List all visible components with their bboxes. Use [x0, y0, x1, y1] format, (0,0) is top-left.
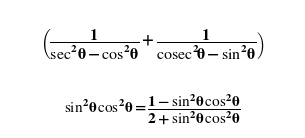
- Text: $\mathbf{\left(\dfrac{1}{\sec^2\!\theta - \cos^2\!\theta} + \dfrac{1}{\mathrm{co: $\mathbf{\left(\dfrac{1}{\sec^2\!\theta …: [40, 28, 265, 62]
- Text: $\mathbf{\sin^2\!\theta\,\cos^2\!\theta = \dfrac{1 - \sin^2\!\theta\,\cos^2\!\th: $\mathbf{\sin^2\!\theta\,\cos^2\!\theta …: [64, 92, 241, 127]
